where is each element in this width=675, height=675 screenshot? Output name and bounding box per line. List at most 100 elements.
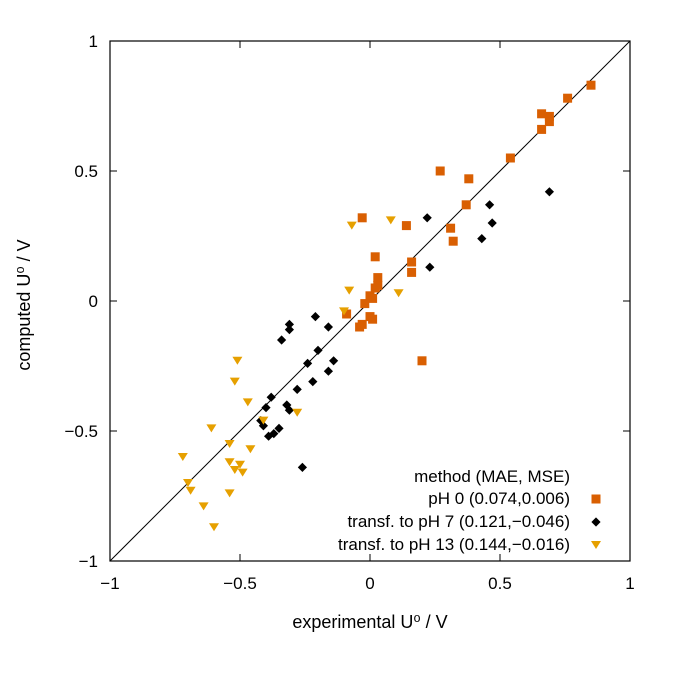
data-point-triangle-down <box>237 468 248 477</box>
data-point-triangle-down <box>229 377 240 386</box>
data-point-diamond <box>284 319 294 329</box>
data-point-square <box>563 93 573 103</box>
data-point-diamond <box>310 312 320 322</box>
data-point-triangle-down <box>292 408 303 417</box>
series-2-points <box>177 216 404 532</box>
legend-marker-triangle-down <box>591 541 601 549</box>
data-point-square <box>544 117 554 127</box>
data-point-square <box>586 80 596 90</box>
x-tick-label: −0.5 <box>223 574 257 593</box>
y-axis-label-text: computed U⁰ / V <box>14 239 34 370</box>
data-point-diamond <box>323 366 333 376</box>
data-point-square <box>360 299 370 309</box>
data-point-square <box>368 314 378 324</box>
data-point-square <box>407 267 417 277</box>
data-point-triangle-down <box>232 356 243 365</box>
y-tick-label: −0.5 <box>64 422 98 441</box>
data-point-square <box>464 174 474 184</box>
series-0-points <box>342 80 596 366</box>
data-point-square <box>446 223 456 233</box>
legend-marker-square <box>591 494 601 504</box>
data-point-square <box>544 111 554 121</box>
data-point-triangle-down <box>183 479 193 487</box>
x-axis-label: experimental U⁰ / V <box>292 612 447 632</box>
data-point-triangle-down <box>344 286 355 295</box>
data-point-diamond <box>292 384 302 394</box>
data-point-square <box>448 236 458 246</box>
data-point-diamond <box>308 377 318 387</box>
data-point-triangle-down <box>224 489 235 498</box>
data-point-diamond <box>425 262 435 272</box>
y-tick-label: −1 <box>79 552 98 571</box>
legend-title: method (MAE, MSE) <box>414 467 570 486</box>
data-point-square <box>537 109 547 119</box>
data-point-diamond <box>256 416 266 426</box>
y-axis-label: computed U⁰ / V <box>14 239 34 370</box>
data-point-triangle-down <box>393 289 404 298</box>
legend-entry-series-2: transf. to pH 13 (0.144,−0.016) <box>338 535 570 554</box>
x-tick-label: 0 <box>365 574 374 593</box>
data-point-triangle-down <box>235 460 245 469</box>
data-point-triangle-down <box>258 416 269 425</box>
data-point-triangle-down <box>242 398 253 407</box>
data-point-diamond <box>258 421 268 431</box>
data-point-diamond <box>313 345 323 355</box>
data-point-triangle-down <box>385 216 396 225</box>
data-point-square <box>537 124 547 134</box>
data-point-square <box>357 213 367 223</box>
data-point-diamond <box>323 322 333 332</box>
data-point-square <box>357 319 367 329</box>
data-point-triangle-down <box>209 523 219 532</box>
data-point-square <box>435 166 445 176</box>
data-point-diamond <box>297 462 307 472</box>
data-point-square <box>370 283 380 293</box>
axis-ticks: −1 −0.5 0 0.5 1 −1 −0.5 0 0.5 1 <box>64 32 634 593</box>
data-point-triangle-down <box>177 453 188 461</box>
data-point-diamond <box>422 213 432 223</box>
data-point-diamond <box>544 187 554 197</box>
data-point-square <box>342 309 352 319</box>
legend-entry-series-1: transf. to pH 7 (0.121,−0.046) <box>347 512 570 531</box>
y-tick-label: 0 <box>89 292 98 311</box>
data-point-square <box>461 200 471 210</box>
data-point-triangle-down <box>339 307 349 316</box>
data-point-triangle-down <box>206 424 217 433</box>
data-point-triangle-down <box>245 445 256 454</box>
data-point-diamond <box>261 403 271 413</box>
data-point-diamond <box>284 405 294 415</box>
legend-marker-diamond <box>591 517 601 527</box>
data-points <box>177 80 596 532</box>
data-point-diamond <box>274 423 284 433</box>
data-point-triangle-down <box>185 486 196 495</box>
data-point-triangle-down <box>224 440 235 448</box>
x-tick-label: 1 <box>625 574 634 593</box>
data-point-square <box>373 273 383 283</box>
x-tick-label: 0.5 <box>488 574 512 593</box>
data-point-diamond <box>477 234 487 244</box>
data-point-diamond <box>487 218 497 228</box>
data-point-triangle-down <box>224 458 235 467</box>
data-point-triangle-down <box>346 221 357 230</box>
series-1-points <box>256 187 554 472</box>
data-point-diamond <box>284 325 294 335</box>
data-point-triangle-down <box>198 502 209 511</box>
y-tick-label: 1 <box>89 32 98 51</box>
data-point-diamond <box>269 429 279 439</box>
data-point-square <box>370 252 380 262</box>
data-point-diamond <box>266 392 276 402</box>
data-point-diamond <box>303 358 313 368</box>
data-point-square <box>368 293 378 303</box>
x-tick-label: −1 <box>100 574 119 593</box>
data-point-diamond <box>485 200 495 210</box>
data-point-triangle-down <box>229 466 240 474</box>
plot-area <box>109 40 631 562</box>
data-point-diamond <box>264 431 274 441</box>
data-point-diamond <box>329 356 339 366</box>
data-point-square <box>401 221 411 231</box>
data-point-square <box>407 257 417 267</box>
data-point-square <box>505 153 515 163</box>
legend: method (MAE, MSE) pH 0 (0.074,0.006) tra… <box>338 467 601 554</box>
y-tick-label: 0.5 <box>74 162 98 181</box>
legend-entry-series-0: pH 0 (0.074,0.006) <box>428 489 570 508</box>
